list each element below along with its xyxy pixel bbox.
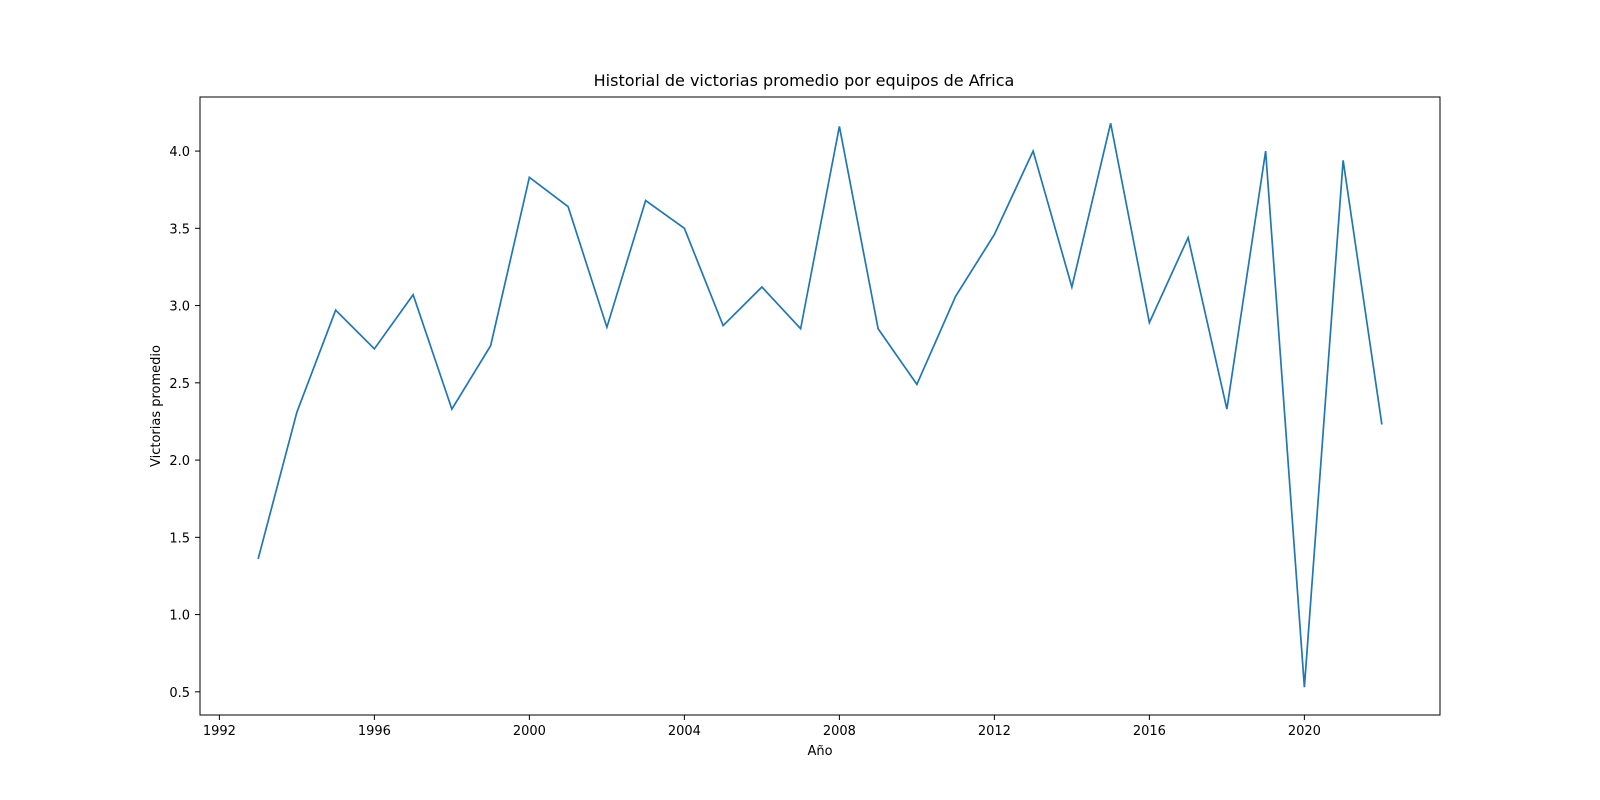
x-tick-label: 1992 bbox=[203, 724, 236, 739]
series-line bbox=[257, 123, 1383, 688]
x-tick-label: 2004 bbox=[668, 724, 701, 739]
y-tick-label: 3.0 bbox=[169, 300, 190, 315]
x-axis-title: Año bbox=[807, 744, 832, 759]
y-tick-label: 0.5 bbox=[169, 686, 190, 701]
y-tick-label: 3.5 bbox=[169, 222, 190, 237]
x-tick-label: 2000 bbox=[513, 724, 546, 739]
y-axis: 0.5 1.0 1.5 2.0 2.5 3.0 3.5 4.0 bbox=[169, 145, 200, 701]
y-axis-title: Victorias promedio bbox=[149, 345, 164, 467]
x-tick-label: 2020 bbox=[1288, 724, 1321, 739]
series-layer bbox=[257, 123, 1383, 688]
x-tick-label: 1996 bbox=[358, 724, 391, 739]
y-tick-label: 2.5 bbox=[169, 377, 190, 392]
chart-title: Historial de victorias promedio por equi… bbox=[594, 71, 1015, 90]
plot-frame bbox=[199, 96, 1441, 716]
x-tick-label: 2016 bbox=[1133, 724, 1166, 739]
y-tick-label: 2.0 bbox=[169, 454, 190, 469]
x-tick-label: 2012 bbox=[978, 724, 1011, 739]
x-axis: 1992 1996 2000 2004 2008 2012 2016 2020 bbox=[203, 715, 1321, 739]
x-tick-label: 2008 bbox=[823, 724, 856, 739]
y-tick-label: 1.5 bbox=[169, 531, 190, 546]
y-tick-label: 4.0 bbox=[169, 145, 190, 160]
y-tick-label: 1.0 bbox=[169, 609, 190, 624]
